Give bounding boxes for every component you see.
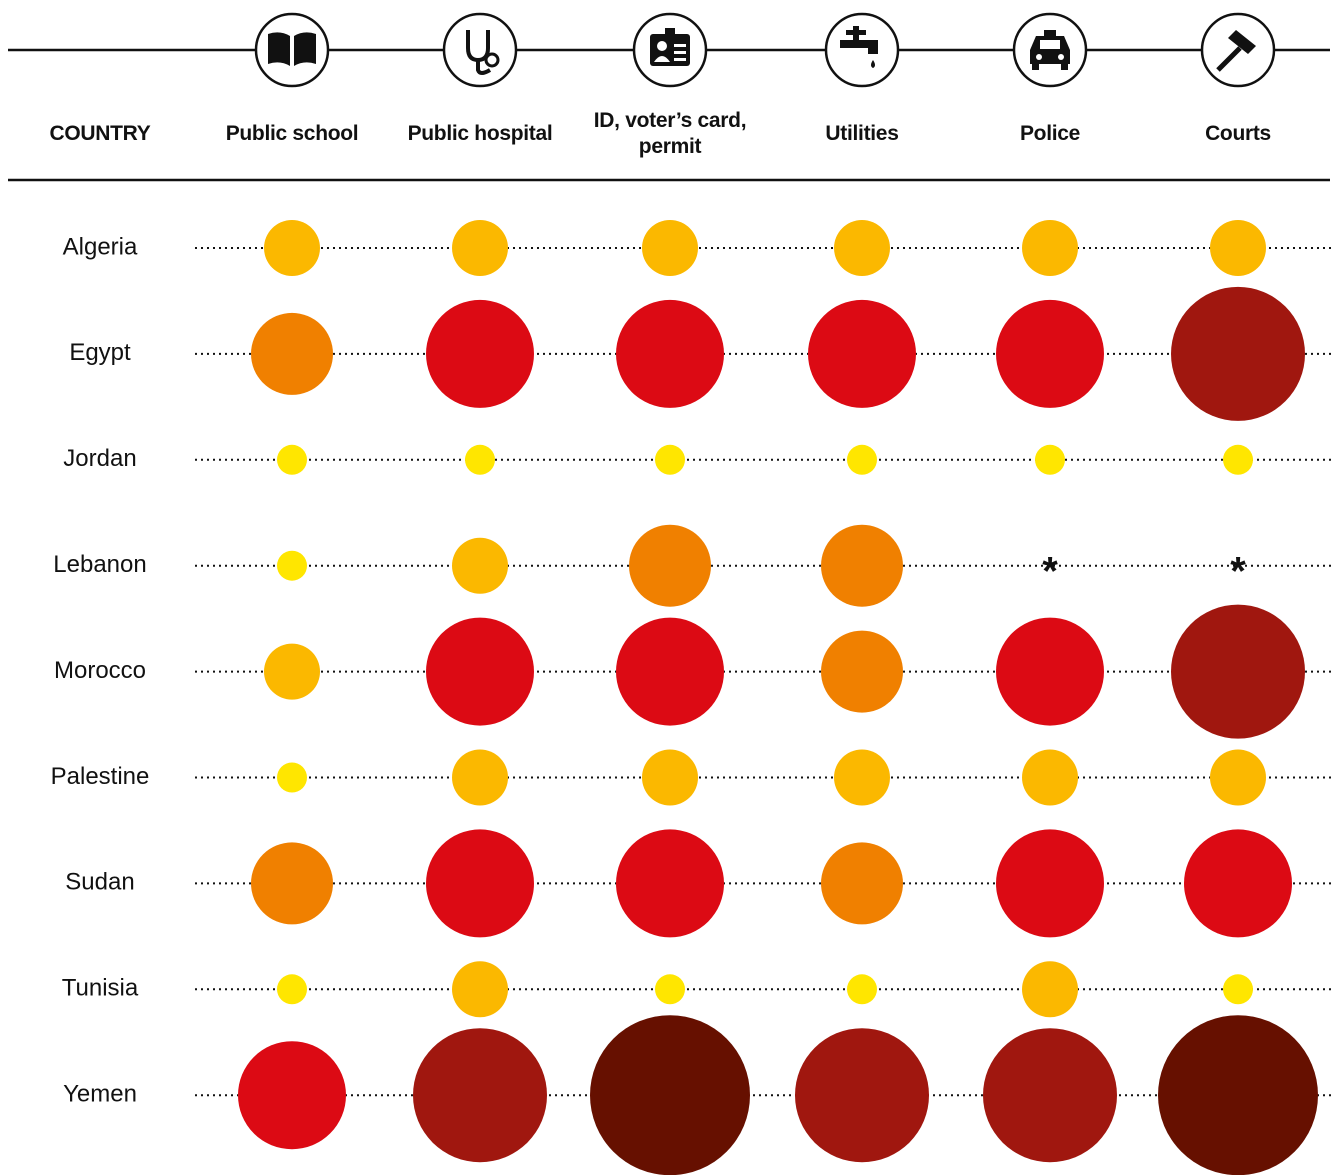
dot: [251, 312, 333, 395]
dot: [251, 842, 333, 925]
dot: [808, 299, 916, 408]
row-label: Algeria: [63, 233, 138, 260]
missing-marker: *: [1230, 549, 1246, 593]
dot: [465, 444, 495, 475]
dot: [1022, 749, 1078, 806]
row-label: Sudan: [65, 869, 134, 896]
dot: [655, 974, 685, 1005]
dot: [1210, 749, 1266, 806]
row-label: Lebanon: [53, 551, 146, 578]
dot: [238, 1041, 346, 1150]
icons: [268, 26, 1256, 75]
dot: [616, 617, 724, 726]
dot: [277, 762, 307, 793]
dot: [642, 749, 698, 806]
dot: [426, 299, 534, 408]
row-label: Jordan: [63, 445, 136, 472]
dot: [821, 842, 903, 925]
column-header: Courts: [1205, 122, 1271, 145]
missing-marker: *: [1042, 549, 1058, 593]
dot: [426, 617, 534, 726]
dot: [834, 749, 890, 806]
dot: [983, 1028, 1117, 1163]
row-header: COUNTRY: [49, 122, 151, 145]
dot: [996, 617, 1104, 726]
column-header: ID, voter’s card, permit: [593, 109, 747, 158]
dot: [1184, 829, 1292, 938]
dot: [1210, 220, 1266, 276]
dot: [1158, 1015, 1318, 1175]
row-label: Morocco: [54, 657, 146, 684]
row-label: Palestine: [51, 763, 150, 790]
dot: [847, 974, 877, 1005]
dot: [996, 829, 1104, 938]
dot: [452, 961, 508, 1018]
dot: [629, 524, 711, 607]
dot: [821, 630, 903, 713]
dot: [616, 829, 724, 938]
dot: [426, 829, 534, 938]
dot: [264, 643, 320, 700]
dot: [642, 220, 698, 276]
dot: [277, 444, 307, 475]
dot: [1171, 604, 1305, 739]
dot: [452, 220, 508, 276]
dot: [452, 749, 508, 806]
row-label: Tunisia: [62, 975, 139, 1002]
row-label: Yemen: [63, 1081, 137, 1108]
dot: [264, 220, 320, 276]
column-header: Public school: [225, 122, 359, 145]
dot: [277, 974, 307, 1005]
dot: [847, 444, 877, 475]
dot: [795, 1028, 929, 1163]
dot: [655, 444, 685, 475]
dot: [1171, 286, 1305, 421]
column-header: Public hospital: [407, 122, 553, 145]
column-header: Utilities: [825, 122, 899, 145]
dot: [1022, 961, 1078, 1018]
dot: [996, 299, 1104, 408]
dot: [1223, 974, 1253, 1005]
dot: [1035, 444, 1065, 475]
dot: [1223, 444, 1253, 475]
dot: [452, 537, 508, 594]
dot: [277, 550, 307, 581]
dot: [616, 299, 724, 408]
dot: [413, 1028, 547, 1163]
dot: [1022, 220, 1078, 276]
column-header: Police: [1019, 122, 1081, 145]
dot: [590, 1015, 750, 1175]
row-label: Egypt: [69, 339, 131, 366]
dot: [821, 524, 903, 607]
dot: [834, 220, 890, 276]
